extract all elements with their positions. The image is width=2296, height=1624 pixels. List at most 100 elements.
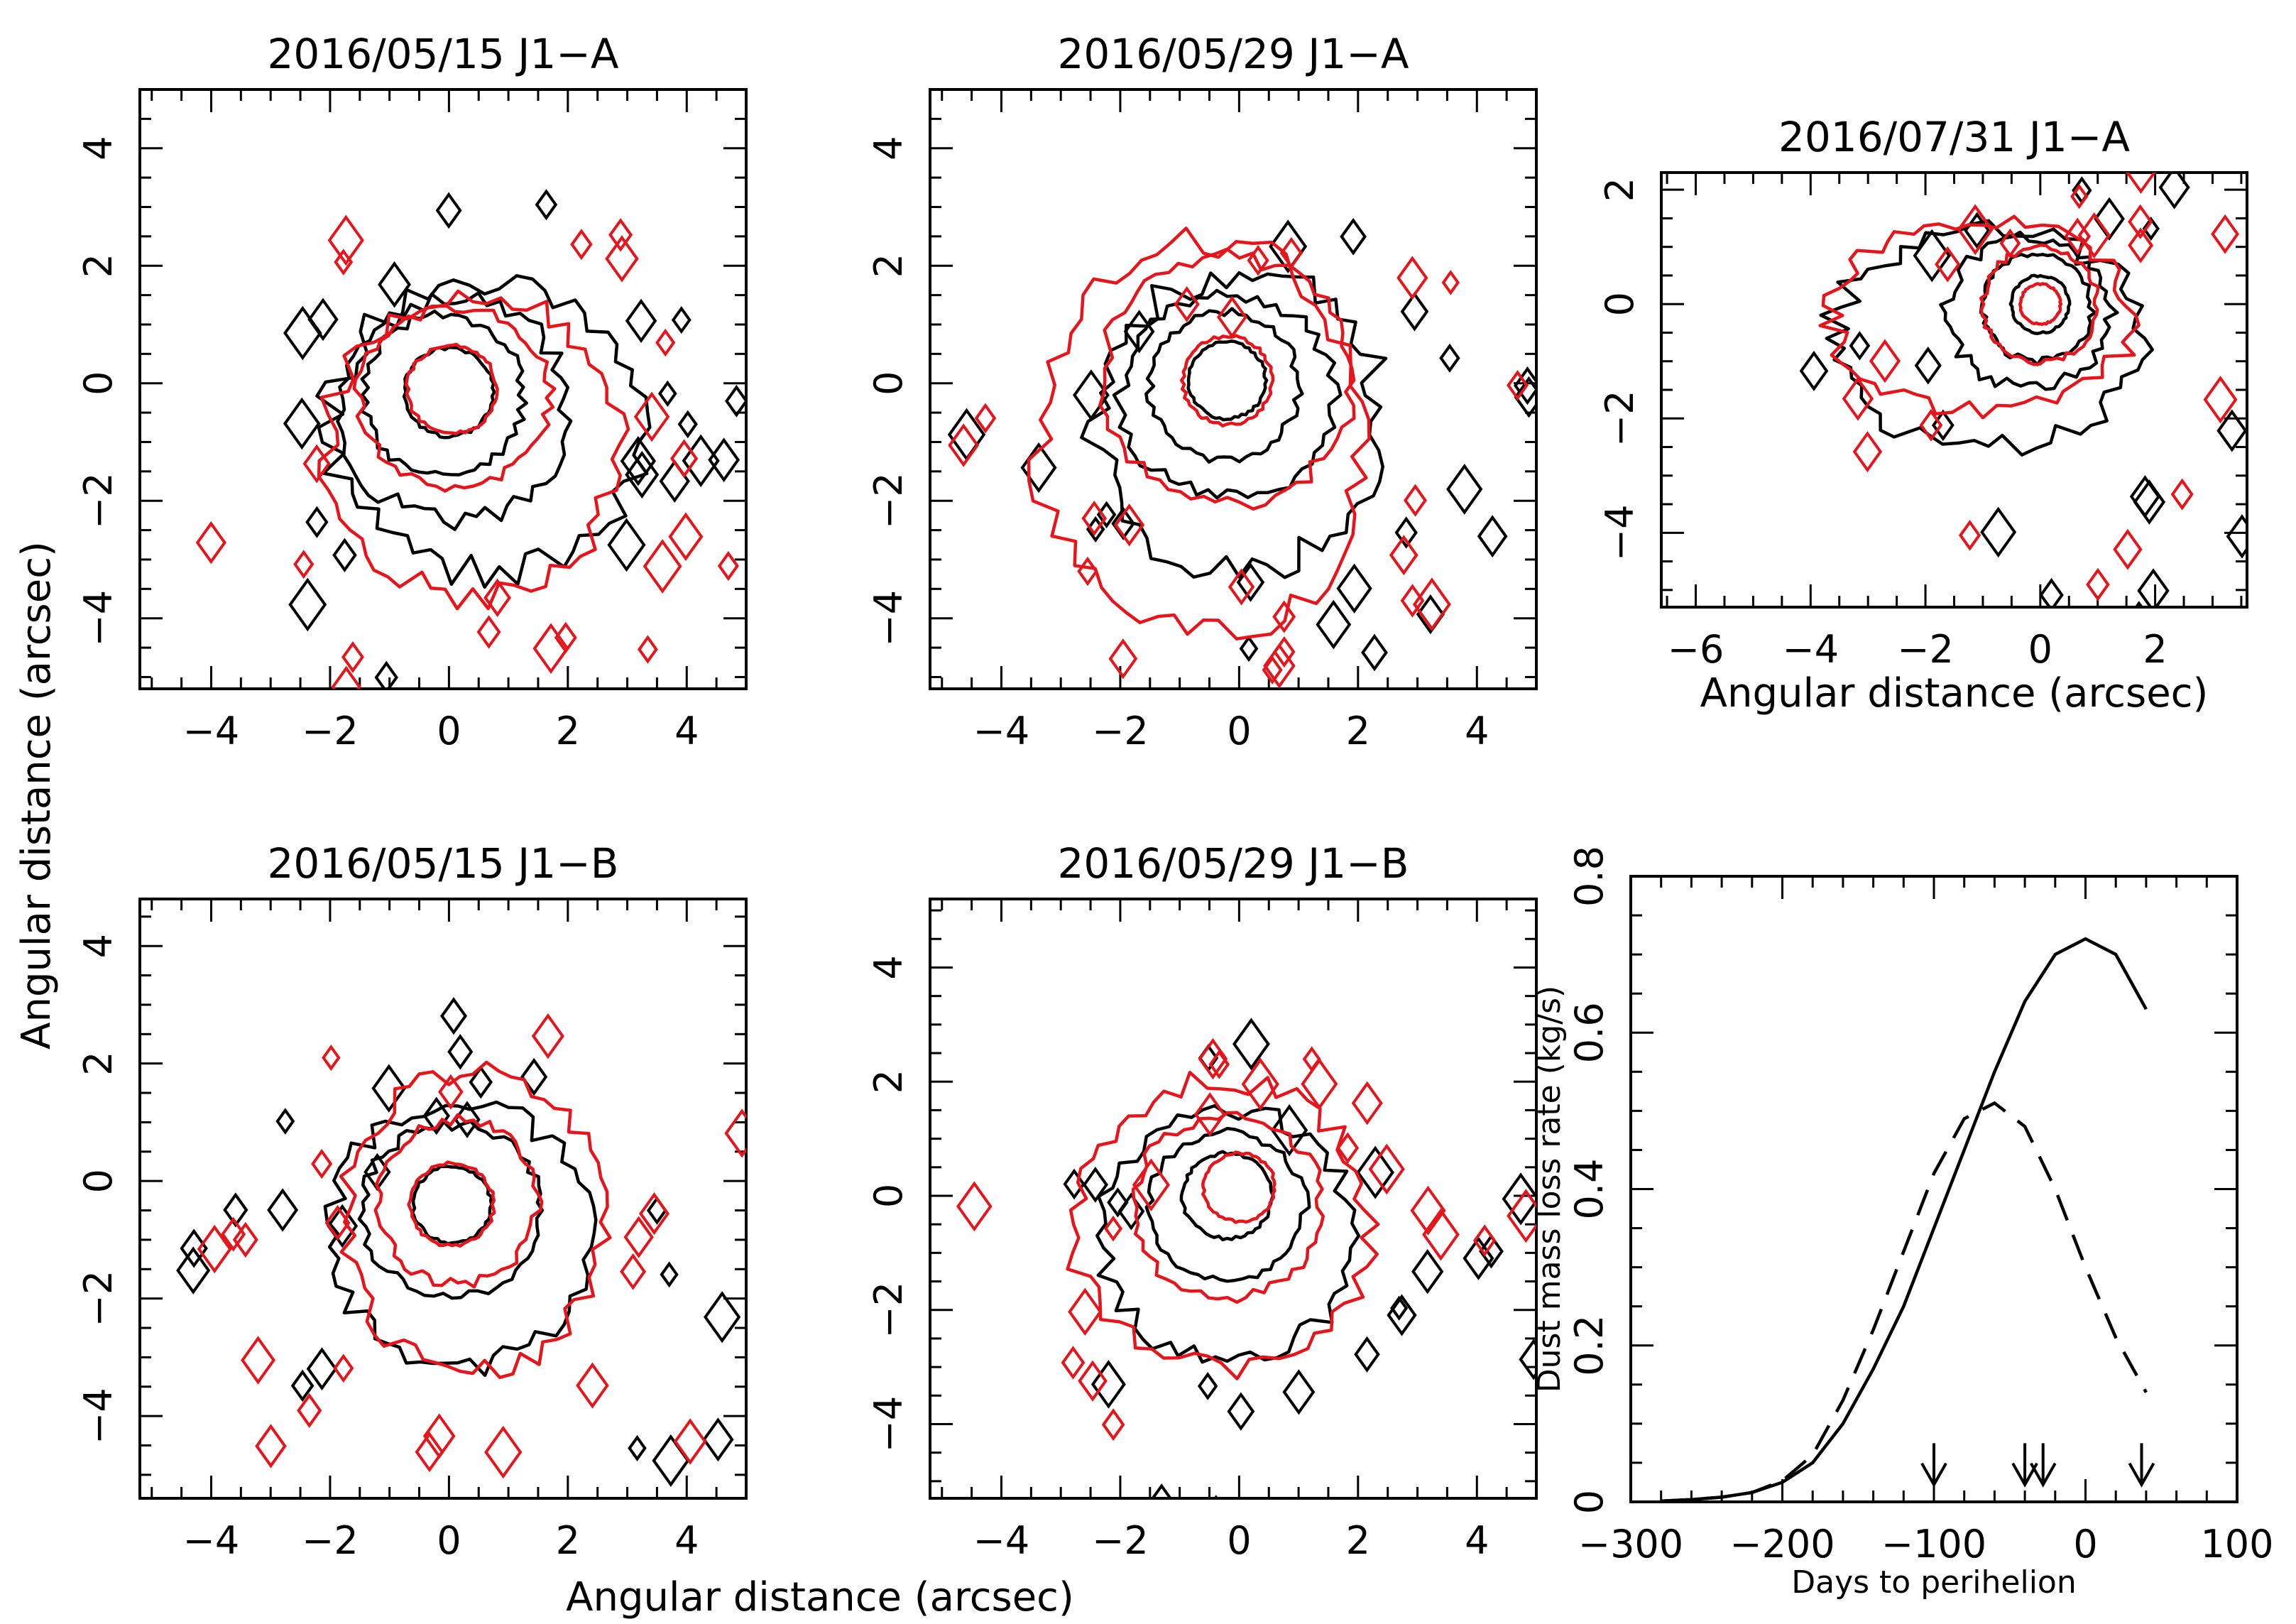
noise-contour	[1061, 1346, 1086, 1380]
x-tick-label: 2	[556, 709, 580, 753]
noise-contour	[2128, 204, 2153, 239]
black-contour	[1819, 219, 2154, 457]
noise-contour	[422, 1413, 456, 1459]
noise-contour	[1519, 1339, 1536, 1380]
noise-contour	[332, 538, 357, 572]
noise-contour	[535, 189, 558, 221]
noise-contour	[283, 305, 322, 361]
x-tick-label: −2	[302, 709, 359, 753]
noise-contour	[1020, 442, 1057, 494]
noise-contour	[1151, 1483, 1173, 1498]
red-contour	[1979, 244, 2100, 366]
red-contour	[352, 303, 557, 493]
noise-contour	[682, 434, 720, 488]
noise-contour	[1081, 500, 1108, 536]
noise-contour	[2170, 478, 2194, 511]
noise-contour	[974, 403, 997, 434]
noise-contour	[302, 444, 331, 484]
noise-contour	[1964, 212, 1991, 249]
x-axis-label: Days to perihelion	[1791, 1564, 2076, 1601]
noise-contour	[724, 1108, 746, 1158]
panel-4: −4 −2 0 2 4 −4 −2 0 2 4 2016/05/15 J1−B	[76, 839, 748, 1563]
noise-contour	[1269, 219, 1308, 273]
black-contour	[336, 291, 573, 531]
noise-contour	[1101, 1408, 1125, 1442]
noise-contour	[221, 1216, 246, 1252]
noise-contour	[1412, 577, 1451, 631]
noise-contour	[1241, 1057, 1279, 1111]
x-tick-label: 4	[674, 1518, 699, 1563]
noise-contour	[333, 1353, 354, 1383]
noise-contour	[638, 1192, 670, 1236]
noise-contour	[484, 1425, 523, 1479]
noise-contour	[769, 476, 794, 511]
noise-contour	[643, 539, 682, 594]
noise-contour	[607, 518, 646, 572]
noise-contour	[717, 550, 739, 582]
noise-contour	[1400, 291, 1429, 332]
panel-title: 2016/05/15 J1−A	[267, 30, 618, 78]
noise-contour	[1302, 1046, 1321, 1072]
noise-contour	[1958, 519, 1981, 551]
noise-contour	[1216, 295, 1247, 339]
noise-contour	[1301, 1058, 1338, 1110]
red-contour	[317, 289, 630, 611]
plot-area	[1661, 937, 2155, 1502]
noise-contour	[415, 1432, 444, 1473]
black-contour	[359, 309, 528, 476]
black-contour	[1112, 288, 1343, 500]
noise-contour	[625, 450, 660, 499]
panel-1: −4 −2 0 2 4 −4 −2 0 2 4 2016/05/15 J1−A	[76, 30, 794, 753]
noise-contour	[947, 408, 986, 462]
black-contour	[2008, 273, 2072, 335]
noise-contour	[267, 1188, 299, 1232]
y-tick-label: 2	[1597, 178, 1642, 202]
noise-contour	[1103, 1215, 1123, 1242]
x-tick-label: 100	[2200, 1522, 2273, 1566]
y-tick-label: 0	[76, 1169, 121, 1193]
noise-contour	[1117, 1192, 1145, 1231]
solid-curve	[1661, 937, 2148, 1502]
noise-contour	[2133, 479, 2166, 525]
noise-contour	[1849, 331, 1871, 361]
noise-contour	[288, 577, 327, 632]
noise-contour	[1502, 1172, 1536, 1226]
noise-contour	[2072, 176, 2092, 205]
noise-contour	[1410, 1185, 1446, 1236]
y-tick-label: 0	[76, 371, 121, 396]
noise-contour	[2086, 567, 2110, 601]
noise-contour	[331, 665, 361, 689]
noise-contour	[1282, 1369, 1316, 1415]
noise-contour	[1316, 599, 1352, 650]
red-contour	[1131, 1111, 1325, 1304]
noise-contour	[1354, 1336, 1380, 1373]
noise-contour	[1090, 1360, 1126, 1409]
x-tick-label: −4	[973, 1518, 1030, 1563]
noise-contour	[241, 1336, 275, 1385]
y-tick-label: −2	[76, 1270, 121, 1327]
noise-contour	[1394, 516, 1418, 549]
x-tick-label: −200	[1729, 1522, 1835, 1566]
noise-contour	[1368, 1143, 1405, 1195]
noise-contour	[363, 1152, 391, 1192]
y-tick-label: 4	[866, 136, 911, 160]
red-contour	[1179, 334, 1275, 427]
black-contour	[315, 274, 652, 589]
y-axis-label: Dust mass loss rate (kg/s)	[1531, 986, 1568, 1393]
red-contour	[2018, 282, 2063, 327]
noise-contour	[1361, 633, 1388, 672]
x-tick-label: 0	[1227, 1518, 1251, 1563]
noise-contour	[625, 298, 657, 343]
noise-contour	[1935, 246, 1961, 283]
noise-contour	[657, 380, 677, 407]
x-tick-label: −4	[183, 709, 240, 753]
noise-contour	[948, 423, 980, 467]
noise-contour	[652, 1434, 690, 1487]
noise-contour	[1208, 1497, 1210, 1498]
noise-contour	[628, 1434, 647, 1461]
y-tick-label: 0.4	[1567, 1159, 1612, 1220]
black-contour	[1186, 339, 1269, 422]
figure-y-axis-label: Angular distance (arcsec)	[13, 541, 60, 1050]
y-tick-label: −4	[1597, 505, 1642, 562]
noise-contour	[1108, 638, 1138, 680]
